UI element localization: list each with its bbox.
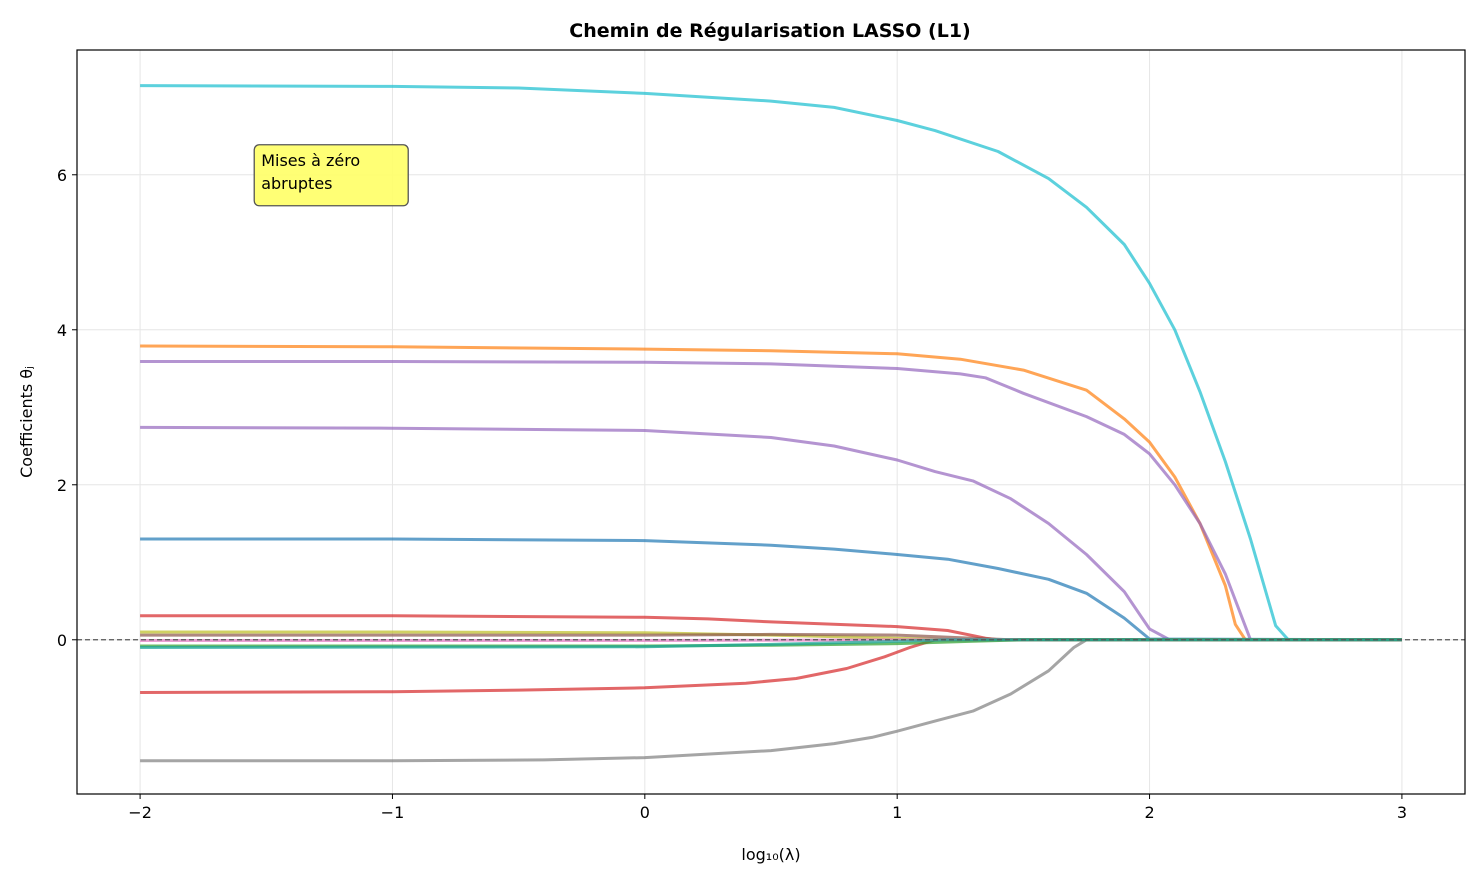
x-tick-label: 1: [892, 803, 902, 822]
coefficient-path: [140, 360, 1402, 642]
coefficient-path: [140, 425, 1402, 642]
annotation-background: [253, 144, 409, 207]
chart-title: Chemin de Régularisation LASSO (L1): [569, 20, 970, 42]
y-tick-label: 2: [57, 476, 67, 495]
coefficient-path: [140, 638, 1402, 694]
x-axis-label: log₁₀(λ): [741, 845, 800, 864]
plot-frame: [76, 49, 1466, 795]
coefficient-path: [140, 638, 1402, 763]
y-axis-label: Coefficients θⱼ: [17, 366, 36, 478]
x-axis-ticks: −2 −1 0 1 2 3: [128, 794, 1407, 822]
x-tick-label: 3: [1397, 803, 1407, 822]
y-tick-label: 4: [57, 321, 67, 340]
annotation-box: Mises à zéro abruptes: [253, 144, 409, 207]
annotation-text: abruptes: [261, 174, 332, 193]
x-tick-label: 0: [640, 803, 650, 822]
coefficient-path: [140, 84, 1402, 642]
annotation-text: Mises à zéro: [261, 151, 360, 170]
x-tick-label: 2: [1144, 803, 1154, 822]
coefficient-path: [140, 537, 1402, 642]
y-tick-label: 6: [57, 166, 67, 185]
x-tick-label: −1: [381, 803, 405, 822]
y-axis-ticks: 0 2 4 6: [57, 166, 77, 650]
coefficient-path: [140, 344, 1402, 642]
x-tick-label: −2: [128, 803, 152, 822]
y-tick-label: 0: [57, 631, 67, 650]
